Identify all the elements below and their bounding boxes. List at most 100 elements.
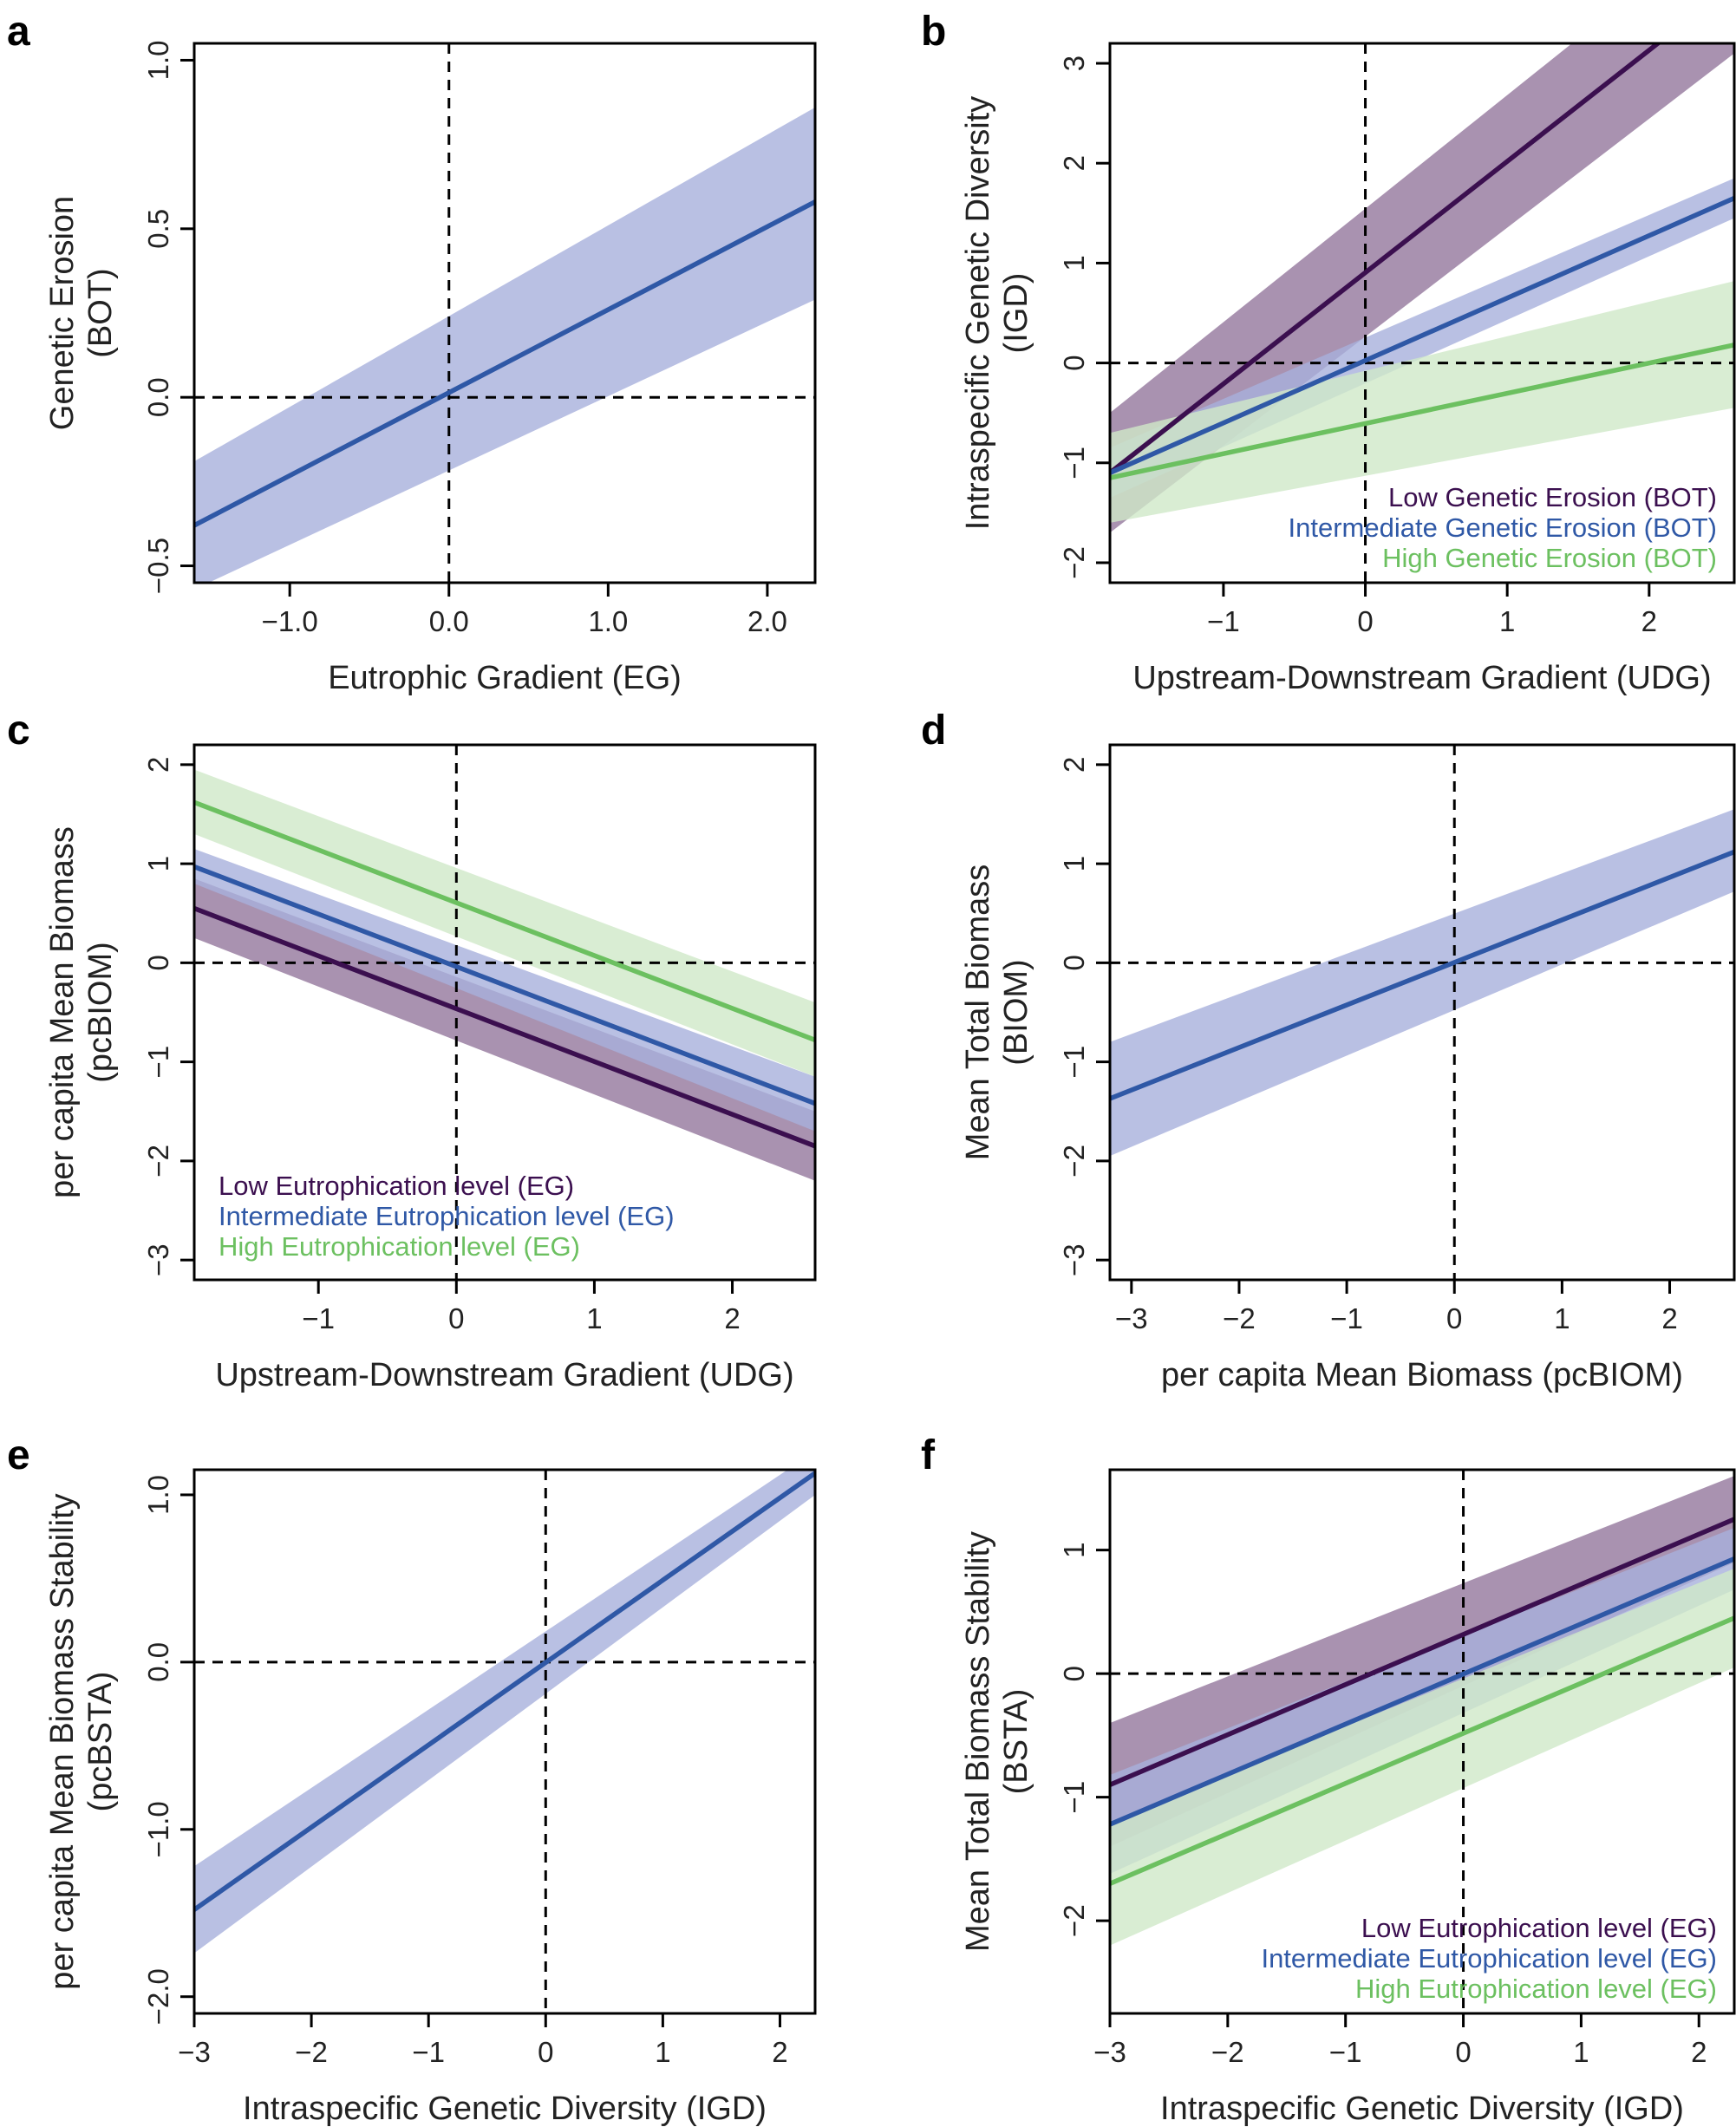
x-tick-label-d: 2	[1661, 1302, 1677, 1334]
y-tick-label-e: −2.0	[142, 1968, 174, 2025]
x-tick-label-e: −3	[178, 2036, 211, 2068]
x-tick-label-f: −3	[1093, 2036, 1126, 2068]
series-line-b-blue	[1110, 196, 1734, 475]
y-tick-label-a: 0.5	[142, 209, 174, 249]
panel-c: −1 0 1 2 −3 −2 −1 0 1 2 Upstream-Downstream Gradie…	[7, 708, 817, 1393]
y-tick-label-c: 1	[142, 856, 174, 871]
series-line-f-purple	[1110, 1517, 1734, 1787]
y-tick-label-d: −2	[1058, 1145, 1090, 1178]
x-tick-label-d: 1	[1554, 1302, 1570, 1334]
x-tick-label-e: −1	[412, 2036, 445, 2068]
y-tick-label-b: 1	[1058, 255, 1090, 271]
x-tick-label-a: −1.0	[262, 605, 318, 637]
x-tick-label-e: −2	[295, 2036, 328, 2068]
x-tick-label-e: 2	[772, 2036, 787, 2068]
y-axis-title-d: (BIOM)	[998, 959, 1034, 1065]
panel-b: −1 0 1 2 −2 −1 0 1 2 3 Upstream-Downstream Gradien…	[921, 9, 1736, 696]
y-tick-label-b: −2	[1058, 546, 1090, 579]
y-axis-title-a: Genetic Erosion	[44, 196, 81, 430]
confidence-band-e-blue	[194, 1470, 815, 1954]
plot-area-f	[1110, 1470, 1734, 2013]
y-tick-label-e: 1.0	[142, 1475, 174, 1515]
x-axis-title-a: Eutrophic Gradient (EG)	[328, 660, 682, 696]
y-tick-label-b: 2	[1058, 155, 1090, 171]
y-tick-label-c: −2	[142, 1145, 174, 1178]
x-tick-label-f: 0	[1455, 2036, 1471, 2068]
series-line-b-purple	[1110, 43, 1662, 475]
y-tick-label-c: 0	[142, 955, 174, 970]
panel-letter-b: b	[921, 9, 946, 55]
series-line-e-blue	[194, 1471, 815, 1912]
y-tick-label-c: −3	[142, 1243, 174, 1276]
series-line-c-green	[194, 799, 815, 1043]
panel-e: −3 −2 −1 0 1 2 −2.0 −1.0 0.0 1.0 Intraspecific Gen…	[7, 1432, 817, 2127]
y-axis-title-e: (pcBSTA)	[82, 1672, 119, 1812]
x-tick-label-f: −1	[1329, 2036, 1362, 2068]
plot-frame-e	[193, 1468, 817, 2015]
y-tick-label-d: 1	[1058, 856, 1090, 871]
legend-entry-f: Low Eutrophication level (EG)	[1361, 1913, 1717, 1943]
plot-area-b	[1110, 43, 1734, 583]
panel-a: −1.0 0.0 1.0 2.0 −0.5 0.0 0.5 1.0 Eutrophic Grad…	[7, 9, 817, 696]
x-tick-label-d: −1	[1330, 1302, 1363, 1334]
y-tick-label-c: −1	[142, 1046, 174, 1079]
y-tick-label-f: −2	[1058, 1904, 1090, 1937]
y-tick-label-a: 0.0	[142, 377, 174, 417]
y-tick-label-e: −1.0	[142, 1801, 174, 1857]
y-tick-label-d: 0	[1058, 955, 1090, 970]
x-tick-label-d: −3	[1115, 1302, 1148, 1334]
x-tick-label-b: −1	[1207, 605, 1240, 637]
y-tick-label-b: 3	[1058, 55, 1090, 71]
x-tick-label-c: 2	[724, 1302, 740, 1334]
y-axis-title-f: (BSTA)	[998, 1689, 1034, 1795]
legend-entry-c: High Eutrophication level (EG)	[219, 1231, 580, 1262]
confidence-band-c-blue	[194, 848, 815, 1132]
y-tick-label-c: 2	[142, 757, 174, 773]
x-axis-title-b: Upstream-Downstream Gradient (UDG)	[1132, 660, 1711, 696]
panel-letter-a: a	[7, 9, 30, 55]
panel-letter-d: d	[921, 708, 946, 754]
plot-frame-d	[1108, 743, 1736, 1282]
x-tick-label-a: 2.0	[747, 605, 787, 637]
series-line-f-blue	[1110, 1556, 1734, 1827]
plot-area-d	[1110, 745, 1734, 1280]
y-axis-title-c: per capita Mean Biomass	[44, 826, 81, 1198]
x-axis-title-e: Intraspecific Genetic Diversity (IGD)	[243, 2091, 767, 2127]
legend-entry-b: High Genetic Erosion (BOT)	[1382, 543, 1717, 573]
y-axis-title-b: (IGD)	[998, 273, 1034, 354]
x-tick-label-b: 0	[1357, 605, 1373, 637]
y-tick-label-d: −1	[1058, 1046, 1090, 1079]
series-line-d-blue	[1110, 849, 1734, 1101]
y-tick-label-d: −3	[1058, 1243, 1090, 1276]
x-tick-label-b: 1	[1499, 605, 1515, 637]
x-axis-title-c: Upstream-Downstream Gradient (UDG)	[215, 1357, 793, 1393]
y-axis-title-d: Mean Total Biomass	[960, 865, 996, 1160]
y-axis-title-a: (BOT)	[82, 268, 119, 357]
x-tick-label-d: −2	[1223, 1302, 1256, 1334]
panel-letter-c: c	[7, 708, 30, 754]
y-tick-label-f: 0	[1058, 1666, 1090, 1681]
x-tick-label-b: 2	[1641, 605, 1657, 637]
plot-area-a	[194, 43, 815, 583]
x-tick-label-e: 0	[538, 2036, 553, 2068]
panel-letter-f: f	[921, 1432, 936, 1478]
x-tick-label-c: 0	[448, 1302, 464, 1334]
y-tick-label-a: 1.0	[142, 41, 174, 81]
x-axis-title-d: per capita Mean Biomass (pcBIOM)	[1161, 1357, 1683, 1393]
panel-letter-e: e	[7, 1432, 30, 1478]
legend-entry-c: Low Eutrophication level (EG)	[219, 1171, 574, 1201]
y-tick-label-a: −0.5	[142, 538, 174, 594]
plot-frame-a	[193, 42, 817, 584]
series-line-a-blue	[194, 199, 815, 528]
y-tick-label-e: 0.0	[142, 1642, 174, 1682]
x-tick-label-d: 0	[1446, 1302, 1462, 1334]
confidence-band-d-blue	[1110, 809, 1734, 1157]
y-tick-label-f: 1	[1058, 1542, 1090, 1557]
y-axis-title-c: (pcBIOM)	[82, 942, 119, 1083]
plot-frame-c	[193, 743, 817, 1282]
y-tick-label-d: 2	[1058, 757, 1090, 773]
x-tick-label-a: 1.0	[588, 605, 628, 637]
plot-area-c	[194, 745, 815, 1280]
series-line-c-purple	[194, 905, 815, 1149]
series-line-f-green	[1110, 1615, 1734, 1886]
